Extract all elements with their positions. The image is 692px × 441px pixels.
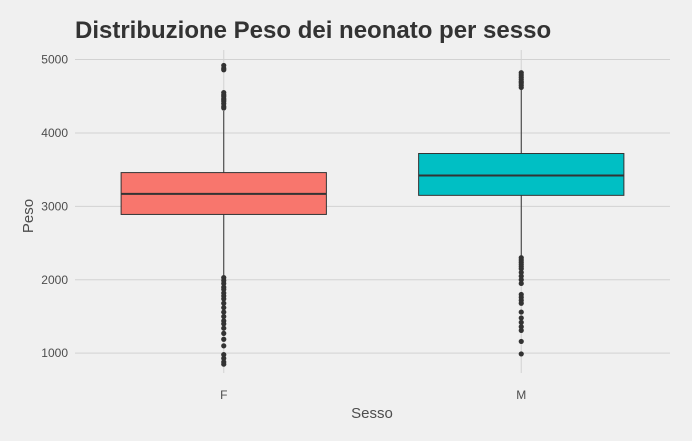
y-tick-label: 5000 [41, 53, 68, 67]
axis-layer: 1000 2000 3000 4000 5000 F M [41, 53, 526, 402]
outlier-point [221, 305, 227, 311]
outlier-point [221, 300, 227, 306]
outlier-point [221, 321, 227, 327]
outlier-point [518, 269, 524, 276]
box-layer [120, 62, 625, 367]
chart-title: Distribuzione Peso dei neonato per sesso [75, 17, 551, 44]
outlier-point [518, 300, 524, 306]
box-group-M [418, 70, 625, 357]
outlier-point [221, 352, 227, 358]
outlier-point [221, 280, 227, 287]
outlier-point [518, 324, 524, 330]
x-tick-label: F [220, 388, 227, 402]
box-M [418, 153, 625, 196]
outlier-point [518, 280, 524, 287]
outlier-point [221, 67, 227, 73]
x-axis-title: Sesso [351, 405, 393, 422]
outlier-point [518, 273, 524, 279]
outlier-point [221, 355, 227, 361]
outlier-point [221, 361, 227, 367]
box-group-F [120, 62, 327, 367]
outlier-point [221, 105, 227, 111]
outlier-point [221, 313, 227, 320]
y-tick-label: 3000 [41, 199, 68, 213]
outlier-point [221, 309, 227, 315]
outlier-point [518, 315, 524, 321]
outlier-point [221, 336, 227, 342]
outlier-point [221, 343, 227, 349]
outlier-point [518, 351, 524, 357]
outlier-point [221, 330, 227, 336]
y-axis-title: Peso [20, 199, 37, 233]
outlier-point [221, 296, 227, 302]
outlier-point [518, 277, 524, 283]
outlier-point [518, 319, 524, 325]
outlier-point [518, 84, 524, 91]
x-tick-label: M [516, 388, 526, 402]
outlier-point [518, 266, 524, 272]
y-tick-label: 1000 [41, 346, 68, 360]
outlier-point [518, 338, 524, 345]
outlier-point [221, 325, 227, 331]
y-tick-label: 4000 [41, 126, 68, 140]
outlier-point [221, 286, 227, 292]
outlier-point [518, 327, 524, 334]
y-tick-label: 2000 [41, 273, 68, 287]
outlier-point [518, 309, 524, 315]
